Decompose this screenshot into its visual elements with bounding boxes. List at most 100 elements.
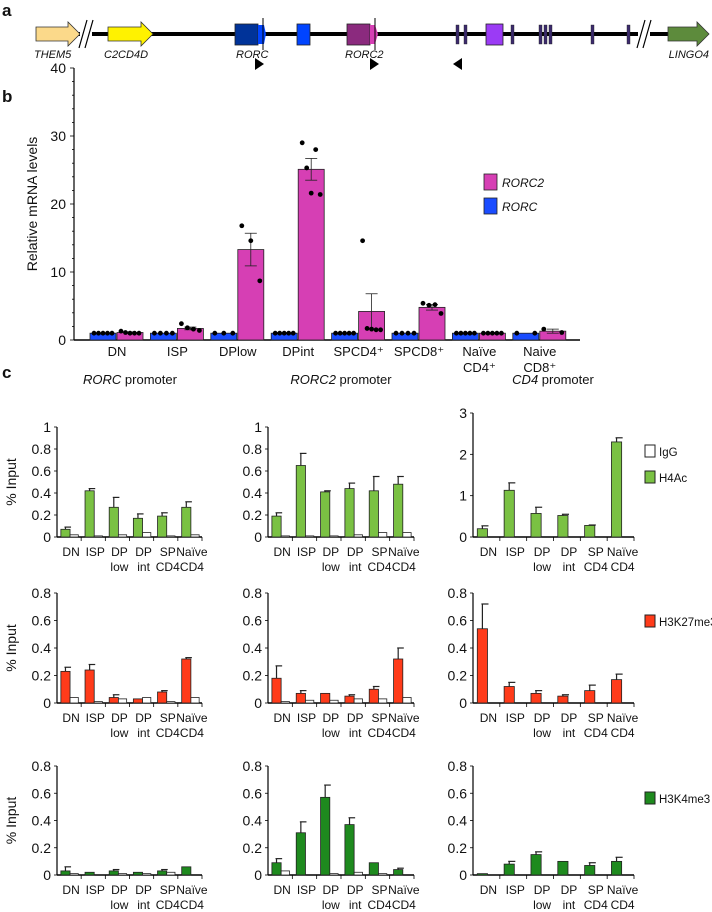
- x-tick-label: low: [322, 898, 340, 912]
- y-tick-label: 0.4: [32, 485, 52, 501]
- y-tick-label: 0: [459, 529, 467, 545]
- x-tick-label: CD4: [156, 726, 180, 740]
- bar-h3k27me3: [132, 698, 143, 704]
- y-tick-label: 40: [50, 60, 66, 76]
- bar-h3k27me3: [344, 695, 355, 704]
- bar-h4ac: [557, 515, 569, 538]
- data-point: [360, 238, 365, 244]
- bar-igg: [329, 535, 339, 538]
- data-point: [136, 330, 142, 336]
- bar-h4ac: [132, 517, 143, 538]
- bar-h3k4me3: [476, 873, 488, 876]
- break-gap: [80, 20, 92, 48]
- x-tick-label: DP: [561, 711, 578, 725]
- data-point: [432, 302, 438, 308]
- data-point: [426, 302, 432, 308]
- minor-exon: [463, 24, 468, 45]
- data-point: [197, 328, 202, 333]
- chip-chart-r1c2: 00.20.40.60.8DN ISP DPlowDPintSPCD4NaïveCD…: [448, 585, 639, 740]
- gene-label-c2cd4d: C2CD4D: [104, 49, 148, 61]
- break-slash-icon: [642, 19, 652, 49]
- data-point: [405, 330, 411, 336]
- x-tick-label: DP: [561, 883, 578, 897]
- x-tick-label: CD8⁺: [523, 360, 556, 375]
- bar-igg: [142, 697, 152, 704]
- x-tick-label: CD4: [156, 560, 180, 574]
- data-point: [308, 190, 314, 196]
- x-tick-label: int: [137, 898, 150, 912]
- bar-h4ac: [295, 465, 306, 538]
- data-point: [132, 330, 137, 336]
- bar-h4ac: [84, 490, 95, 538]
- x-tick-label: CD4: [367, 726, 391, 740]
- x-tick-label: low: [533, 898, 551, 912]
- bar-igg: [166, 871, 176, 876]
- primer-forward-arrow-icon: [370, 58, 379, 70]
- column-title: CD4 promoter: [512, 372, 594, 387]
- bar-h4ac: [60, 528, 71, 538]
- data-point: [393, 330, 399, 336]
- x-tick-label: ISP: [167, 344, 188, 359]
- x-tick-label: CD4: [584, 560, 608, 574]
- y-tick-label: 3: [459, 405, 467, 421]
- x-tick-label: CD4: [367, 560, 391, 574]
- bar-h3k27me3: [530, 692, 542, 704]
- x-tick-label: CD4: [392, 726, 416, 740]
- bar-igg: [378, 532, 388, 538]
- panel-label-a: a: [2, 1, 12, 20]
- bar-h4ac: [181, 506, 192, 538]
- bar-igg: [353, 871, 363, 876]
- y-tick-label: 0.4: [448, 813, 468, 829]
- data-point: [373, 327, 379, 333]
- y-tick-label: 0.6: [243, 785, 263, 801]
- data-point: [304, 165, 310, 171]
- x-tick-label: Naïve: [462, 344, 496, 359]
- x-tick-label: SP: [371, 883, 387, 897]
- gene-label-lingo4: LINGO4: [669, 49, 709, 61]
- x-tick-label: DN: [480, 711, 497, 725]
- data-point: [281, 330, 287, 336]
- gene-c2cd4d-arrow: [107, 21, 154, 47]
- bar-igg: [69, 697, 79, 704]
- x-tick-label: DP: [561, 545, 578, 559]
- x-tick-label: Naïve: [607, 711, 639, 725]
- gene-label-rorc: RORC: [236, 49, 268, 61]
- data-point: [191, 326, 196, 332]
- chip-chart-r2c1: 00.20.40.60.8DN ISP DPlowDPintSPCD4NaïveCD…: [243, 758, 420, 912]
- x-tick-label: Naïve: [388, 883, 420, 897]
- bar-h3k4me3: [157, 870, 168, 876]
- data-point: [499, 330, 504, 336]
- y-tick-label: 0.2: [448, 840, 468, 856]
- x-tick-label: DN: [480, 545, 497, 559]
- bar-h3k4me3: [320, 796, 331, 876]
- x-tick-label: CD4: [584, 898, 608, 912]
- x-tick-label: Naïve: [388, 711, 420, 725]
- x-tick-label: CD4: [611, 560, 635, 574]
- y-tick-label: 0: [459, 867, 467, 883]
- data-point: [541, 326, 547, 332]
- data-point: [438, 311, 444, 316]
- column-title-suffix: promoter: [336, 372, 392, 387]
- panel-label-c: c: [2, 363, 11, 382]
- x-tick-label: DP: [322, 545, 339, 559]
- bar-igg: [69, 534, 79, 538]
- x-tick-label: DP: [322, 711, 339, 725]
- bar-rorc: [391, 332, 419, 341]
- x-tick-label: DP: [534, 883, 551, 897]
- y-tick-label: 0: [254, 867, 262, 883]
- x-tick-label: CD4: [392, 560, 416, 574]
- bar-h3k4me3: [611, 860, 623, 876]
- x-tick-label: CD4: [367, 898, 391, 912]
- y-tick-label: 0.8: [32, 441, 52, 457]
- bar-igg: [280, 870, 290, 876]
- bar-h4ac: [320, 491, 331, 538]
- y-tick-label: 0.6: [448, 785, 468, 801]
- y-tick-label: 0.2: [448, 668, 468, 684]
- bar-igg: [378, 873, 388, 876]
- y-tick-label: 0.2: [32, 507, 52, 523]
- x-tick-label: SP: [588, 711, 604, 725]
- y-tick-label: 0.8: [32, 758, 52, 774]
- bar-h3k4me3: [557, 860, 569, 876]
- bar-h4ac: [157, 515, 168, 538]
- data-point: [212, 330, 218, 336]
